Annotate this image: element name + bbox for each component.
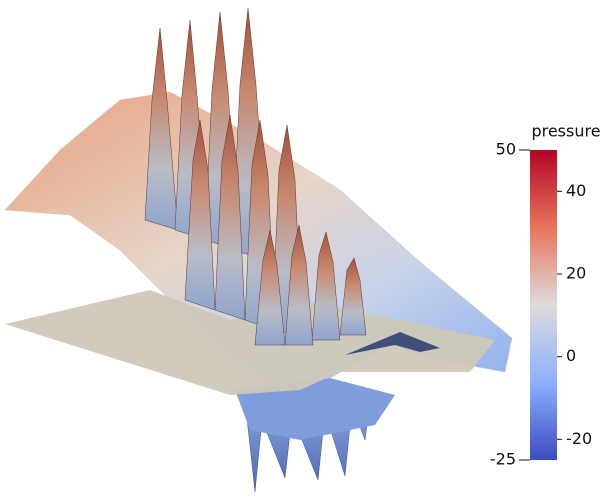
colorbar-range-label: -25: [490, 450, 516, 469]
spike: [144, 27, 179, 231]
flat-plane: [5, 290, 495, 395]
spike: [214, 114, 246, 321]
colorbar-tick-label: 20: [566, 264, 586, 283]
colorbar: [530, 150, 557, 460]
spike: [284, 224, 314, 346]
colorbar-tick-label: 0: [566, 346, 576, 365]
dark-fold: [345, 332, 440, 355]
surface: [4, 7, 513, 493]
spike: [254, 229, 286, 346]
spike: [184, 119, 216, 311]
colorbar-range-label: 50: [496, 140, 516, 159]
spikes: [144, 7, 367, 346]
colorbar-tick-label: -20: [566, 429, 592, 448]
colorbar-tick-label: 40: [566, 181, 586, 200]
spike: [339, 257, 367, 336]
colorbar-scale: -25 50 -20 0 20 40: [490, 140, 592, 469]
colorbar-title: pressure: [531, 122, 600, 141]
lower-basin: [235, 378, 395, 440]
spike: [311, 231, 341, 341]
